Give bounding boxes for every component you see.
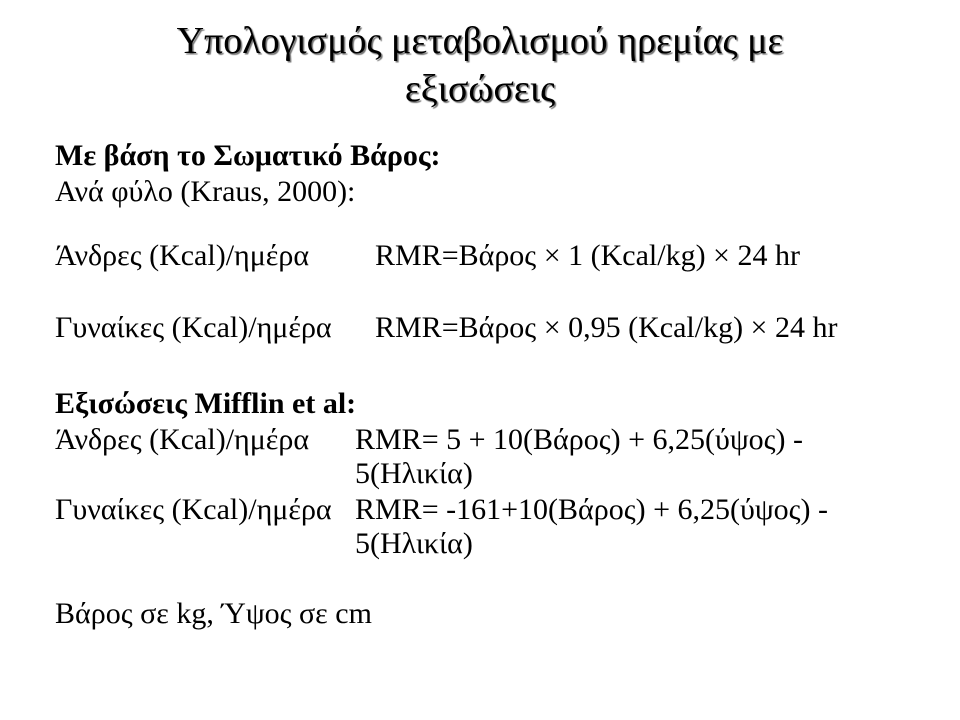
- kraus-men-row: Άνδρες (Kcal)/ημέρα RMR=Βάρος × 1 (Kcal/…: [55, 239, 905, 273]
- mifflin-women-row: Γυναίκες (Kcal)/ημέρα RMR= -161+10(Βάρος…: [55, 493, 905, 561]
- kraus-women-row: Γυναίκες (Kcal)/ημέρα RMR=Βάρος × 0,95 (…: [55, 311, 905, 345]
- kraus-men-formula: RMR=Βάρος × 1 (Kcal/kg) × 24 hr: [375, 239, 905, 273]
- title-line-1: Υπολογισμός μεταβολισμού ηρεμίας με: [55, 18, 905, 66]
- units-line: Βάρος σε kg, Ύψος σε cm: [55, 597, 905, 631]
- mifflin-heading: Εξισώσεις Mifflin et al:: [55, 387, 905, 421]
- spacer: [55, 211, 905, 237]
- section1-subheading: Ανά φύλο (Kraus, 2000):: [55, 175, 905, 209]
- mifflin-men-label: Άνδρες (Kcal)/ημέρα: [55, 423, 355, 491]
- mifflin-men-row: Άνδρες (Kcal)/ημέρα RMR= 5 + 10(Βάρος) +…: [55, 423, 905, 491]
- mifflin-men-formula: RMR= 5 + 10(Βάρος) + 6,25(ύψος) - 5(Ηλικ…: [355, 423, 905, 491]
- spacer: [55, 275, 905, 309]
- kraus-men-label: Άνδρες (Kcal)/ημέρα: [55, 239, 375, 273]
- spacer: [55, 347, 905, 387]
- kraus-women-formula: RMR=Βάρος × 0,95 (Kcal/kg) × 24 hr: [375, 311, 905, 345]
- slide-title: Υπολογισμός μεταβολισμού ηρεμίας με εξισ…: [55, 18, 905, 113]
- mifflin-women-formula: RMR= -161+10(Βάρος) + 6,25(ύψος) - 5(Ηλι…: [355, 493, 905, 561]
- kraus-women-label: Γυναίκες (Kcal)/ημέρα: [55, 311, 375, 345]
- slide: Υπολογισμός μεταβολισμού ηρεμίας με εξισ…: [0, 0, 960, 720]
- section1-heading: Με βάση το Σωματικό Βάρος:: [55, 139, 905, 173]
- spacer: [55, 563, 905, 597]
- mifflin-women-label: Γυναίκες (Kcal)/ημέρα: [55, 493, 355, 561]
- title-line-2: εξισώσεις: [55, 66, 905, 114]
